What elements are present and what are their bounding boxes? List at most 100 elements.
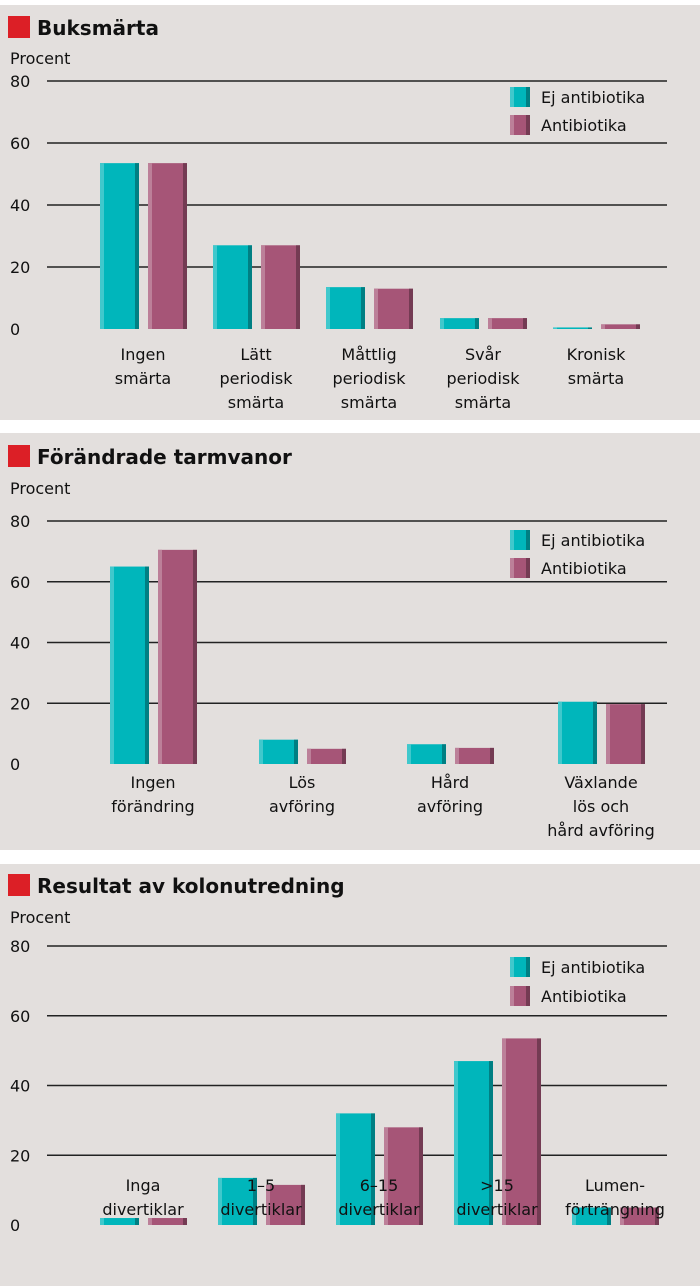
x-tick-label: Ingen (121, 345, 166, 364)
y-axis-label: Procent (10, 908, 70, 927)
bar-ej-antibiotika (336, 1113, 375, 1225)
bar-antibiotika (261, 245, 300, 329)
legend-swatch-icon (510, 957, 530, 977)
y-axis-label: Procent (10, 479, 70, 498)
y-axis-label: Procent (10, 49, 70, 68)
y-tick-label: 20 (10, 258, 30, 277)
bar-antibiotika (158, 549, 197, 764)
title-marker-icon (8, 874, 30, 896)
x-tick-label: periodisk (219, 369, 293, 388)
x-tick-label: smärta (228, 393, 284, 412)
bar-ej-antibiotika (218, 1177, 257, 1225)
x-tick-label: divertiklar (220, 1200, 302, 1219)
bar-ej-antibiotika (558, 701, 597, 764)
x-tick-label: smärta (341, 393, 397, 412)
legend-swatch-icon (510, 986, 530, 1006)
y-tick-label: 40 (10, 1077, 30, 1096)
bar-antibiotika (148, 1218, 187, 1225)
legend-label: Ej antibiotika (541, 958, 645, 977)
legend-swatch-icon (510, 530, 530, 550)
chart-title: Buksmärta (37, 16, 159, 40)
x-tick-label: Lumen- (585, 1176, 645, 1195)
bar-ej-antibiotika (454, 1061, 493, 1225)
y-tick-label: 80 (10, 512, 30, 531)
x-tick-label: smärta (115, 369, 171, 388)
x-tick-label: Ingen (131, 773, 176, 792)
y-tick-label: 80 (10, 937, 30, 956)
bar-antibiotika (620, 1207, 659, 1225)
bar-ej-antibiotika (572, 1207, 611, 1225)
legend-swatch-icon (510, 558, 530, 578)
x-tick-label: lös och (573, 797, 629, 816)
y-tick-label: 60 (10, 134, 30, 153)
bar-ej-antibiotika (110, 566, 149, 764)
bar-antibiotika (266, 1184, 305, 1225)
bar-antibiotika (502, 1038, 541, 1225)
y-tick-label: 80 (10, 72, 30, 91)
bar-ej-antibiotika (553, 327, 592, 329)
x-tick-label: avföring (269, 797, 335, 816)
chart-2: Förändrade tarmvanor Procent 0 20 40 60 80 Inge… (0, 433, 700, 850)
chart-title: Resultat av kolonutredning (37, 874, 345, 898)
x-tick-label: 1–5 (247, 1176, 275, 1195)
bar-antibiotika (307, 748, 346, 764)
x-tick-label: Växlande (564, 773, 637, 792)
x-tick-label: Lätt (240, 345, 271, 364)
bar-ej-antibiotika (407, 744, 446, 764)
bar-ej-antibiotika (213, 245, 252, 329)
x-tick-label: avföring (417, 797, 483, 816)
y-tick-label: 20 (10, 694, 30, 713)
y-tick-label: 60 (10, 573, 30, 592)
bar-ej-antibiotika (259, 739, 298, 764)
legend-label: Antibiotika (541, 116, 627, 135)
legend-swatch-icon (510, 115, 530, 135)
x-tick-label: Lös (289, 773, 316, 792)
legend-label: Ej antibiotika (541, 531, 645, 550)
x-tick-label: Måttlig (341, 345, 396, 364)
x-tick-label: Inga (126, 1176, 161, 1195)
x-tick-label: periodisk (332, 369, 406, 388)
bar-antibiotika (601, 324, 640, 329)
legend-label: Antibiotika (541, 987, 627, 1006)
chart-title: Förändrade tarmvanor (37, 445, 292, 469)
bar-antibiotika (455, 747, 494, 764)
bar-ej-antibiotika (100, 163, 139, 329)
bar-ej-antibiotika (440, 318, 479, 329)
y-tick-label: 40 (10, 634, 30, 653)
bar-ej-antibiotika (326, 287, 365, 329)
y-tick-label: 40 (10, 196, 30, 215)
bar-antibiotika (384, 1127, 423, 1225)
x-tick-label: Svår (465, 345, 501, 364)
x-tick-label: >15 (480, 1176, 514, 1195)
x-tick-label: periodisk (446, 369, 520, 388)
legend-swatch-icon (510, 87, 530, 107)
bar-antibiotika (374, 288, 413, 329)
x-tick-label: förändring (111, 797, 194, 816)
bar-ej-antibiotika (100, 1218, 139, 1225)
x-tick-label: divertiklar (456, 1200, 538, 1219)
bar-antibiotika (488, 318, 527, 329)
x-tick-label: hård avföring (547, 821, 655, 840)
x-tick-label: smärta (568, 369, 624, 388)
y-tick-label: 0 (10, 1216, 20, 1235)
y-tick-label: 0 (10, 755, 20, 774)
legend-label: Antibiotika (541, 559, 627, 578)
x-tick-label: Hård (431, 773, 469, 792)
legend-label: Ej antibiotika (541, 88, 645, 107)
y-tick-label: 60 (10, 1007, 30, 1026)
title-marker-icon (8, 445, 30, 467)
x-tick-label: 6–15 (360, 1176, 399, 1195)
bar-antibiotika (148, 163, 187, 329)
chart-1: Buksmärta Procent 0 20 40 60 80 Ingen smärta Lätt… (0, 5, 700, 420)
x-tick-label: Kronisk (567, 345, 626, 364)
y-tick-label: 0 (10, 320, 20, 339)
y-tick-label: 20 (10, 1146, 30, 1165)
title-marker-icon (8, 16, 30, 38)
chart-3: Resultat av kolonutredning Procent 0 20 40 60… (0, 864, 700, 1286)
x-tick-label: förträngning (565, 1200, 665, 1219)
x-tick-label: divertiklar (102, 1200, 184, 1219)
x-tick-label: smärta (455, 393, 511, 412)
bar-antibiotika (606, 704, 645, 764)
x-tick-label: divertiklar (338, 1200, 420, 1219)
